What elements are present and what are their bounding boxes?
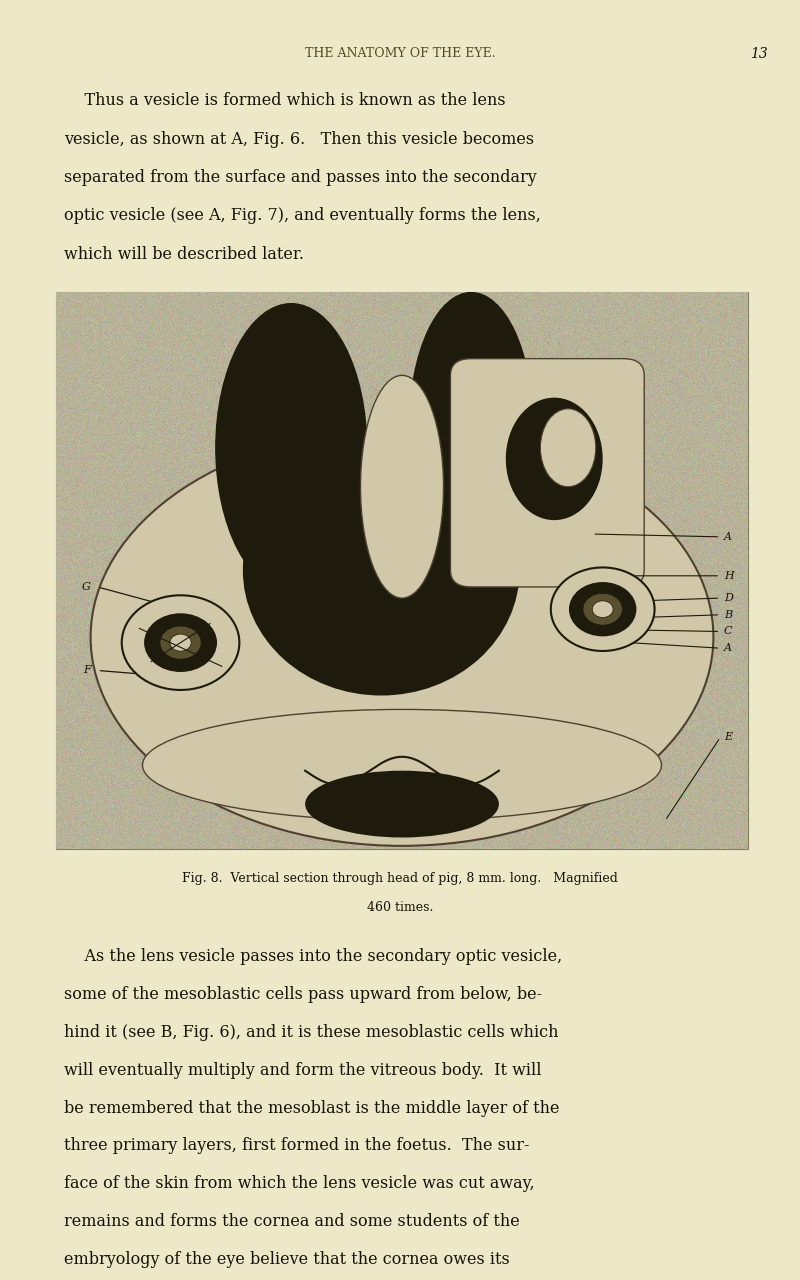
Text: Thus a vesicle is formed which is known as the lens: Thus a vesicle is formed which is known … (64, 92, 506, 109)
Ellipse shape (90, 429, 714, 846)
Text: separated from the surface and passes into the secondary: separated from the surface and passes in… (64, 169, 537, 186)
Circle shape (550, 567, 654, 652)
Ellipse shape (409, 292, 534, 559)
Circle shape (592, 600, 613, 617)
Text: A: A (724, 531, 732, 541)
Text: D: D (724, 593, 733, 603)
Ellipse shape (541, 408, 596, 486)
Text: Fig. 8.  Vertical section through head of pig, 8 mm. long.   Magnified: Fig. 8. Vertical section through head of… (182, 872, 618, 884)
Circle shape (569, 582, 637, 636)
Text: remains and forms the cornea and some students of the: remains and forms the cornea and some st… (64, 1213, 520, 1230)
Text: face of the skin from which the lens vesicle was cut away,: face of the skin from which the lens ves… (64, 1175, 534, 1192)
Text: F: F (83, 666, 90, 676)
Text: three primary layers, first formed in the foetus.  The sur-: three primary layers, first formed in th… (64, 1138, 530, 1155)
Ellipse shape (361, 375, 443, 598)
Text: G: G (82, 582, 90, 591)
Ellipse shape (215, 303, 367, 593)
Ellipse shape (506, 398, 602, 520)
Text: 460 times.: 460 times. (367, 901, 433, 914)
Text: E: E (724, 732, 732, 742)
Text: THE ANATOMY OF THE EYE.: THE ANATOMY OF THE EYE. (305, 47, 495, 60)
Circle shape (583, 594, 622, 625)
Text: As the lens vesicle passes into the secondary optic vesicle,: As the lens vesicle passes into the seco… (64, 948, 562, 965)
Text: hind it (see B, Fig. 6), and it is these mesoblastic cells which: hind it (see B, Fig. 6), and it is these… (64, 1024, 558, 1041)
Text: A: A (724, 643, 732, 653)
Circle shape (122, 595, 239, 690)
FancyBboxPatch shape (450, 358, 644, 588)
Circle shape (170, 634, 191, 652)
Ellipse shape (243, 445, 520, 695)
Text: H: H (724, 571, 734, 581)
Text: some of the mesoblastic cells pass upward from below, be-: some of the mesoblastic cells pass upwar… (64, 987, 542, 1004)
Text: 13: 13 (750, 47, 768, 61)
Text: which will be described later.: which will be described later. (64, 246, 304, 262)
Text: vesicle, as shown at A, Fig. 6.   Then this vesicle becomes: vesicle, as shown at A, Fig. 6. Then thi… (64, 131, 534, 147)
Text: C: C (724, 626, 732, 636)
Circle shape (160, 626, 201, 659)
Circle shape (144, 613, 217, 672)
Text: optic vesicle (see A, Fig. 7), and eventually forms the lens,: optic vesicle (see A, Fig. 7), and event… (64, 207, 541, 224)
Ellipse shape (305, 771, 499, 837)
Ellipse shape (142, 709, 662, 820)
Text: will eventually multiply and form the vitreous body.  It will: will eventually multiply and form the vi… (64, 1062, 542, 1079)
Text: B: B (724, 609, 732, 620)
Text: be remembered that the mesoblast is the middle layer of the: be remembered that the mesoblast is the … (64, 1100, 559, 1116)
Bar (56, 292, 748, 849)
Text: embryology of the eye believe that the cornea owes its: embryology of the eye believe that the c… (64, 1251, 510, 1267)
